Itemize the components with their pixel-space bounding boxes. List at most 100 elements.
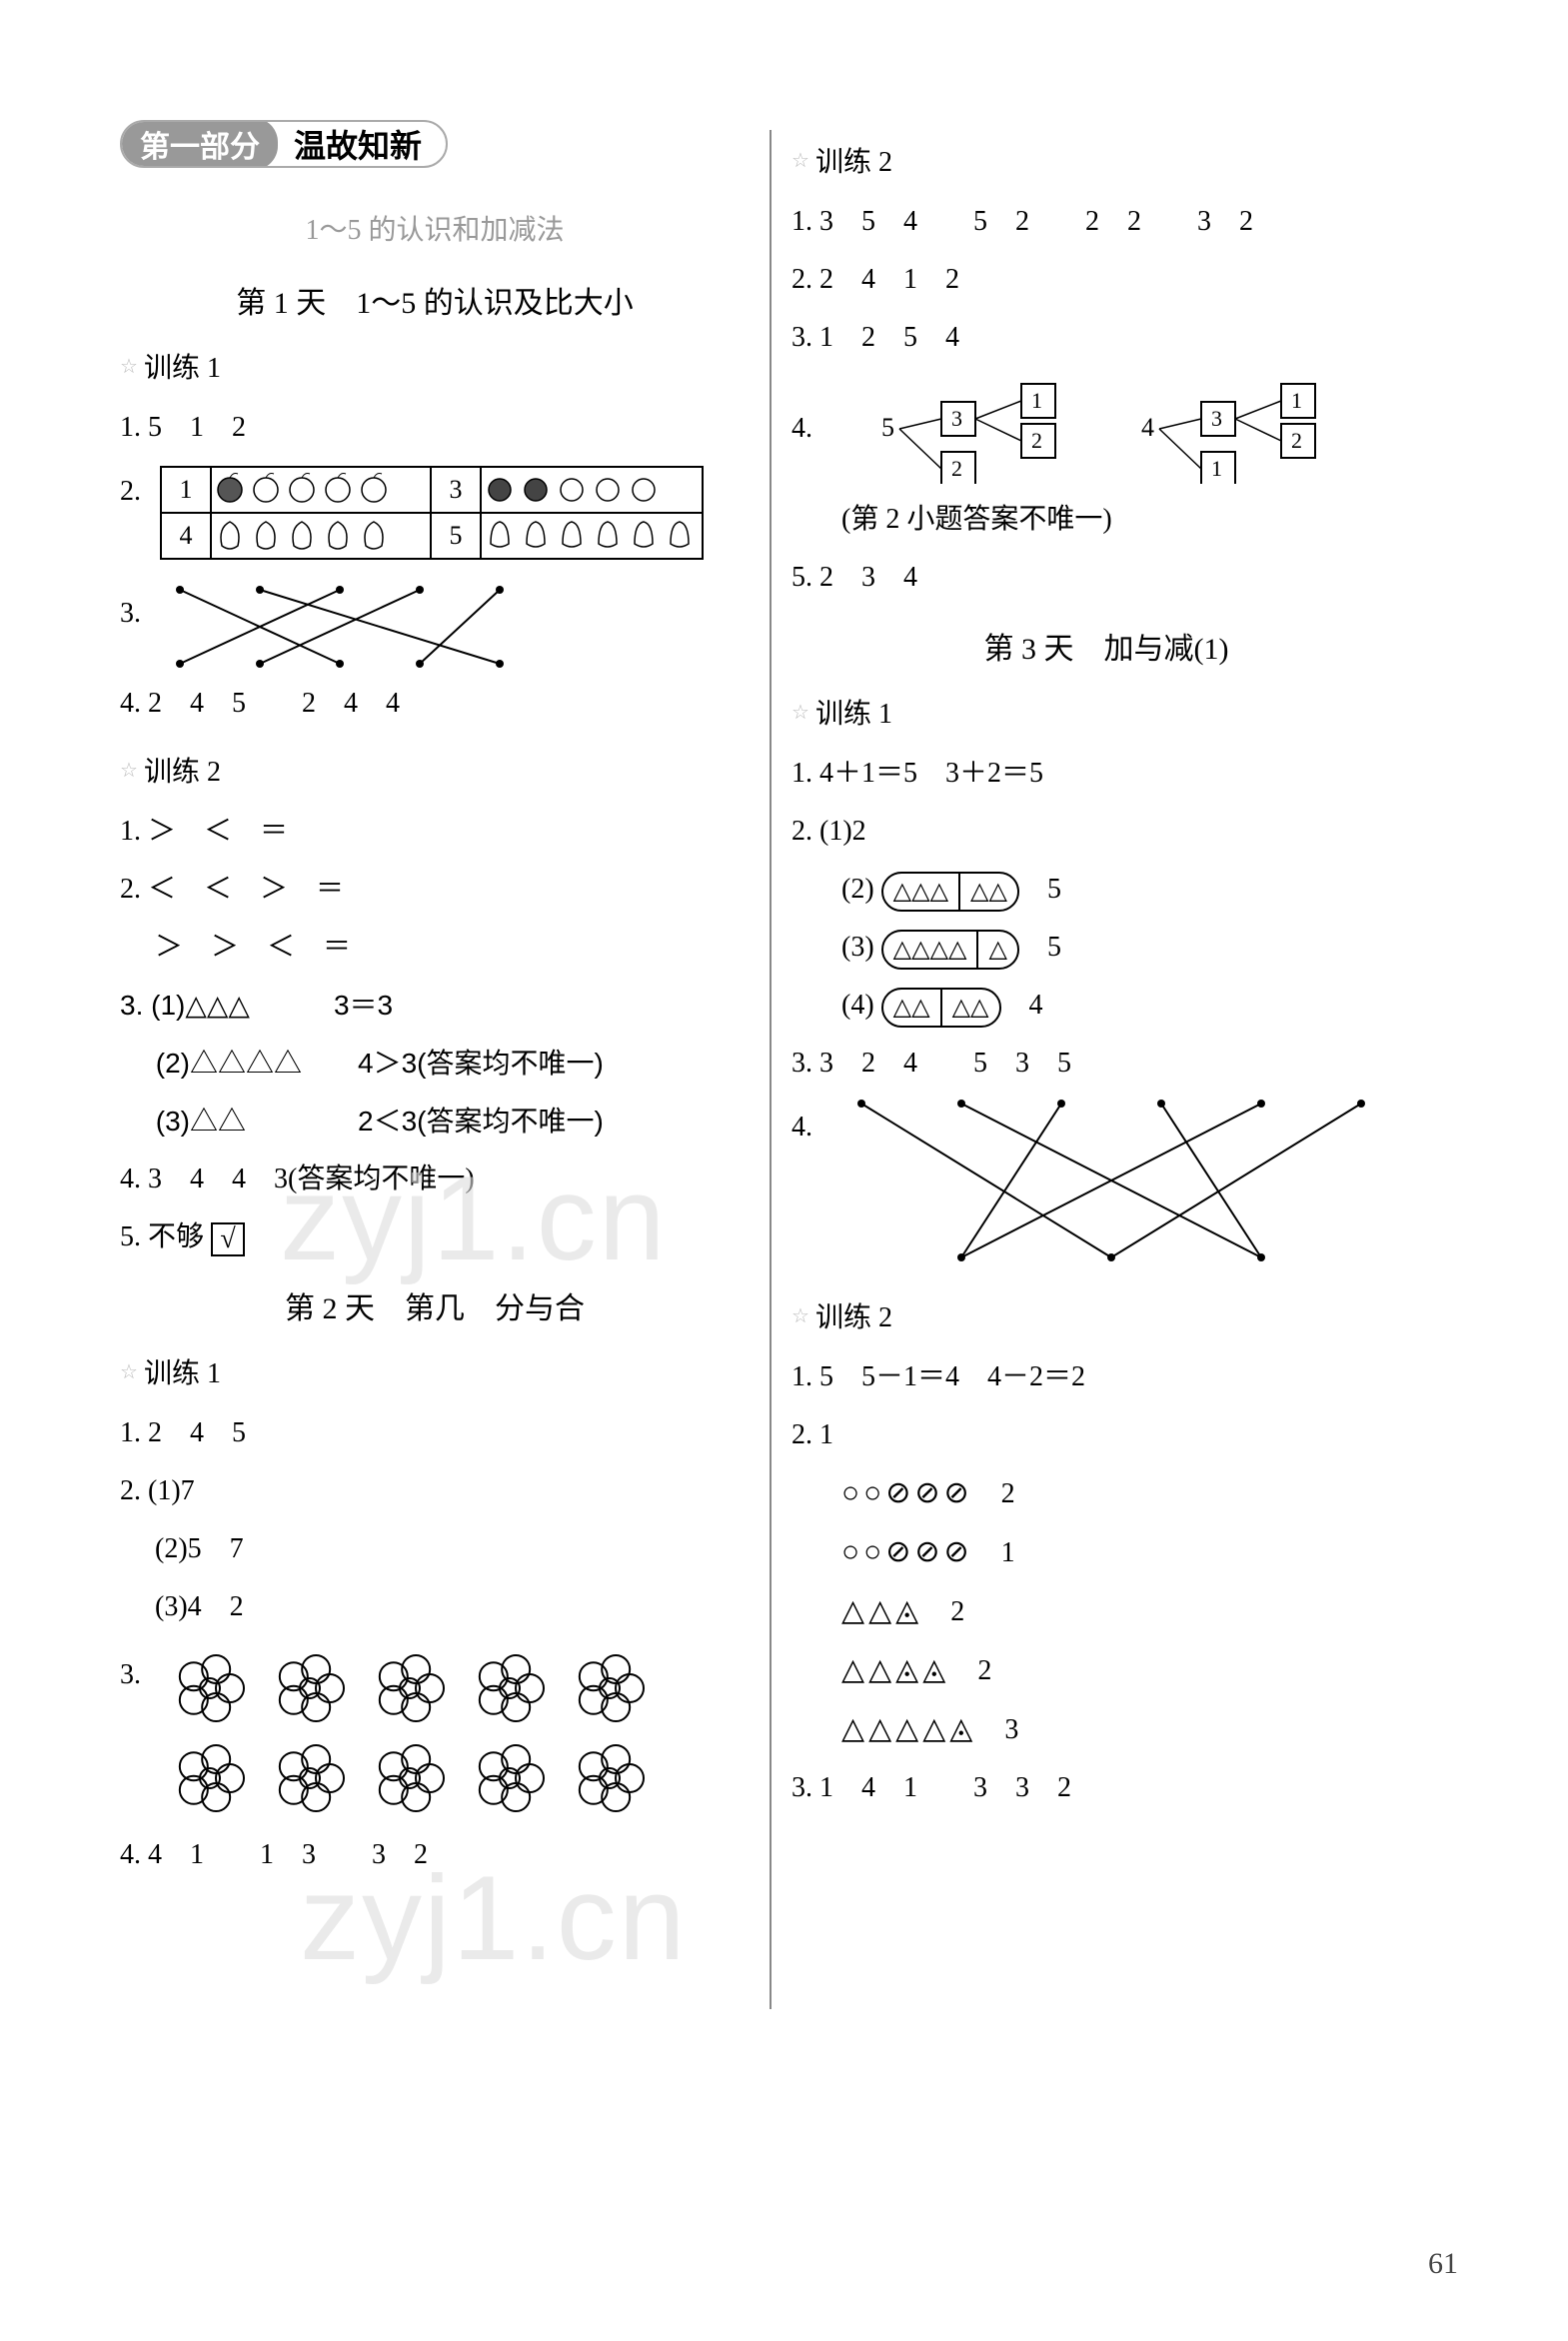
triangle-bar-row: (3) △△△△△ 5 (791, 922, 1421, 974)
cell-icons-garlics (481, 513, 703, 559)
shape-val: 2 (977, 1655, 991, 1686)
bar-right: △△ (952, 982, 989, 1034)
bar-label: (2) (841, 874, 874, 905)
day3-title: 第 3 天 加与减(1) (791, 624, 1421, 668)
bar-left: △△△ (893, 866, 948, 918)
check-icon: √ (220, 1213, 235, 1265)
shape-rows: ○○⊘⊘⊘ 2○○⊘⊘⊘ 1△△◬ 2△△◬◬ 2△△△△◬ 3 (791, 1467, 1421, 1756)
garlics-icon (482, 516, 702, 556)
split-tree-2: 43112 (1131, 374, 1351, 484)
shapes: ○○⊘⊘⊘ (841, 1535, 973, 1568)
svg-text:2: 2 (951, 456, 962, 481)
d1t1-q3-label: 3. (120, 588, 160, 640)
train-label-text: 训练 1 (144, 346, 221, 386)
d1t1-q2-label: 2. (120, 466, 160, 518)
shape-row: △△△△◬ 3 (791, 1703, 1421, 1756)
rt2-q4-label: 4. (791, 403, 831, 455)
bar-left: △△△△ (893, 924, 967, 976)
svg-text:2: 2 (1291, 428, 1302, 453)
shape-row: ○○⊘⊘⊘ 1 (791, 1526, 1421, 1579)
rounded-bar: △△△△△ (881, 930, 1019, 970)
shapes: △△◬◬ (841, 1653, 949, 1686)
d1t2-q2a: 2. ＜ ＜ ＞ ＝ (120, 864, 750, 916)
apples-icon (212, 470, 412, 510)
day3-train1-label: ☆ 训练 1 (791, 692, 1421, 732)
bar-right: △ (988, 924, 1006, 976)
train-label-text: 训练 1 (144, 1351, 221, 1391)
bar-sep (976, 932, 978, 968)
rt2-q1: 1. 3 5 4 5 2 2 2 3 2 (791, 196, 1421, 248)
bar-right: △△ (970, 866, 1007, 918)
shape-val: 3 (1004, 1714, 1018, 1745)
left-column: 第一部分 温故知新 1～5 的认识和加减法 第 1 天 1～5 的认识及比大小 … (100, 120, 770, 2009)
cell-icons-apples (211, 467, 431, 513)
star-icon: ☆ (791, 1303, 809, 1328)
page-number: 61 (1428, 2247, 1458, 2281)
star-icon: ☆ (120, 758, 138, 783)
train-label-text: 训练 2 (815, 140, 892, 180)
d3t1-q4-matching (831, 1096, 1391, 1265)
day1-title: 第 1 天 1～5 的认识及比大小 (120, 278, 750, 322)
split-tree-1: 53212 (871, 374, 1091, 484)
d1t2-q1: 1. ＞ ＜ ＝ (120, 806, 750, 858)
d1t1-q4: 4. 2 4 5 2 4 4 (120, 678, 750, 730)
svg-text:1: 1 (1031, 388, 1042, 413)
shape-val: 2 (1001, 1478, 1015, 1509)
shape-val: 1 (1001, 1537, 1015, 1568)
cell-num: 3 (431, 467, 481, 513)
rounded-bar: △△△△ (881, 988, 1001, 1028)
day1-train2-label: ☆ 训练 2 (120, 750, 750, 790)
bar-val: 5 (1047, 874, 1061, 905)
star-icon: ☆ (791, 148, 809, 173)
d3t2-q1: 1. 5 5－1＝4 4－2＝2 (791, 1351, 1421, 1403)
triangle-bar-row: (4) △△△△ 4 (791, 980, 1421, 1032)
star-icon: ☆ (120, 354, 138, 379)
flowers-icon (160, 1643, 680, 1823)
rt2-q2: 2. 2 4 1 2 (791, 254, 1421, 306)
bar-label: (4) (841, 990, 874, 1021)
d2t1-q2-1: 2. (1)7 (120, 1465, 750, 1517)
star-icon: ☆ (791, 700, 809, 725)
bar-sep (958, 874, 960, 910)
shapes: ○○⊘⊘⊘ (841, 1476, 973, 1509)
day2-train1-label: ☆ 训练 1 (120, 1351, 750, 1391)
d3t1-q4-label: 4. (791, 1102, 831, 1154)
rt2-q5: 5. 2 3 4 (791, 552, 1421, 604)
d2t1-q3-label: 3. (120, 1649, 160, 1701)
d1t2-q3-2: (2)△△△△ 4＞3(答案均不唯一) (120, 1038, 750, 1090)
shape-val: 2 (950, 1596, 964, 1627)
bar-val: 5 (1047, 932, 1061, 963)
d2t1-q2-2: (2)5 7 (120, 1523, 750, 1575)
cell-num: 5 (431, 513, 481, 559)
d1t1-q3-matching (160, 582, 520, 672)
svg-text:2: 2 (1031, 428, 1042, 453)
d1t2-q4: 4. 3 4 4 3(答案均不唯一) (120, 1154, 750, 1205)
train-label-text: 训练 2 (815, 1295, 892, 1335)
svg-text:1: 1 (1291, 388, 1302, 413)
pill-left-label: 第一部分 (122, 120, 278, 168)
cell-icons-pears (211, 513, 431, 559)
berries-icon (482, 470, 682, 510)
bar-label: (3) (841, 932, 874, 963)
svg-text:3: 3 (951, 406, 962, 431)
shape-row: ○○⊘⊘⊘ 2 (791, 1467, 1421, 1520)
d3t1-q1: 1. 4＋1＝5 3＋2＝5 (791, 748, 1421, 800)
bar-sep (940, 990, 942, 1026)
table-row: 1 3 (161, 467, 703, 513)
d1t2-q3-3: (3)△△ 2＜3(答案均不唯一) (120, 1096, 750, 1148)
checkbox-checked: √ (211, 1222, 245, 1256)
rt2-q4-note: (第 2 小题答案不唯一) (791, 494, 1421, 546)
pill-right-label: 温故知新 (278, 120, 446, 168)
svg-text:3: 3 (1211, 406, 1222, 431)
d1t2-q2b: ＞ ＞ ＜ ＝ (120, 922, 750, 974)
shape-row: △△◬ 2 (791, 1585, 1421, 1638)
day1-train1-label: ☆ 训练 1 (120, 346, 750, 386)
rounded-bar: △△△△△ (881, 872, 1019, 912)
cell-num: 1 (161, 467, 211, 513)
table-row: 4 5 (161, 513, 703, 559)
triangle-bar-row: (2) △△△△△ 5 (791, 864, 1421, 916)
cell-icons-berries (481, 467, 703, 513)
d2t1-q2-3: (3)4 2 (120, 1581, 750, 1633)
d1t1-q2-table: 1 3 4 5 (160, 466, 704, 560)
bar-val: 4 (1029, 990, 1043, 1021)
